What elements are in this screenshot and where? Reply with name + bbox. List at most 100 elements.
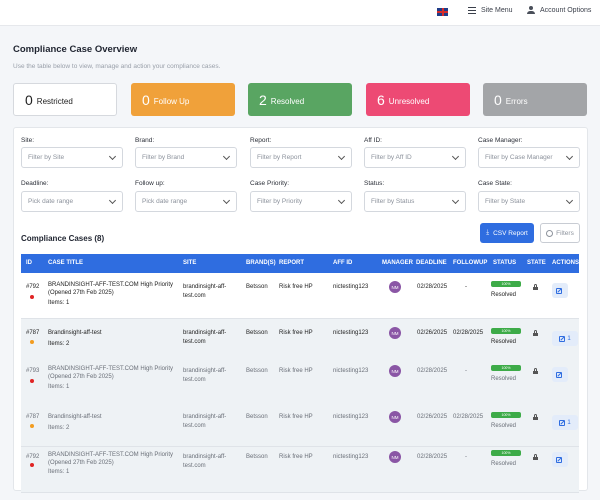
case-status: Resolved: [491, 292, 517, 298]
case-brand: Betsson: [246, 454, 268, 460]
follow-up-date-picker[interactable]: Pick date range: [135, 191, 237, 212]
case-report: Risk free HP: [279, 454, 313, 460]
stat-follow-up[interactable]: 0 Follow Up: [131, 83, 235, 116]
stat-unresolved[interactable]: 6 Unresolved: [366, 83, 470, 116]
cases-title: Compliance Cases (8): [21, 234, 105, 243]
case-followup: 02/28/2025: [453, 330, 484, 336]
column-header-id[interactable]: ID: [26, 260, 32, 266]
case-brand: Betsson: [246, 368, 268, 374]
aff-id-filter-select[interactable]: Filter by Aff ID: [364, 147, 466, 168]
status-progress-bar: 100%: [491, 450, 521, 456]
column-header-aff-id[interactable]: AFF ID: [333, 260, 353, 266]
edit-icon: [556, 287, 562, 294]
table-row[interactable]: #787 Brandinsight-aff-test Items: 2 bran…: [21, 401, 579, 447]
chevron-down-icon: [222, 196, 231, 205]
edit-case-button[interactable]: 1: [552, 331, 578, 346]
case-followup: 02/28/2025: [453, 414, 484, 420]
edit-case-button[interactable]: [552, 452, 568, 467]
case-title[interactable]: BRANDINSIGHT-AFF-TEST.COM High Priority: [48, 366, 174, 372]
case-id: #792: [26, 284, 40, 290]
chevron-down-icon: [108, 196, 117, 205]
case-title[interactable]: BRANDINSIGHT-AFF-TEST.COM High Priority: [48, 452, 174, 458]
case-state-filter-select[interactable]: Filter by State: [478, 191, 580, 212]
column-header-status[interactable]: STATUS: [493, 260, 517, 266]
chevron-down-icon: [337, 152, 346, 161]
edit-icon: [556, 456, 562, 463]
case-followup: -: [465, 454, 467, 460]
stat-resolved[interactable]: 2 Resolved: [248, 83, 352, 116]
column-header-followup[interactable]: FOLLOWUP: [453, 260, 488, 266]
priority-dot: [30, 379, 34, 383]
column-header-deadline[interactable]: DEADLINE: [416, 260, 447, 266]
case-aff-id: nictesting123: [333, 454, 369, 460]
column-header-brands[interactable]: BRAND(S): [246, 260, 276, 266]
chevron-down-icon: [222, 152, 231, 161]
site-menu-button[interactable]: Site Menu: [468, 7, 513, 14]
status-filter-select[interactable]: Filter by Status: [364, 191, 466, 212]
edit-case-button[interactable]: [552, 283, 568, 298]
site-menu-label: Site Menu: [481, 7, 513, 14]
page-title: Compliance Case Overview: [13, 44, 138, 55]
case-site-line2: test.com: [183, 423, 206, 429]
select-placeholder: Filter by Case Manager: [485, 154, 553, 161]
uk-flag-icon[interactable]: [437, 8, 448, 16]
stat-value: 0: [25, 91, 33, 108]
edit-case-button[interactable]: 1: [552, 415, 578, 430]
manager-avatar: NM: [389, 411, 401, 423]
stat-errors[interactable]: 0 Errors: [483, 83, 587, 116]
status-progress-bar: 100%: [491, 328, 521, 334]
case-site: brandinsight-aff-: [183, 284, 227, 290]
progress-fill: 100%: [491, 412, 521, 418]
case-title-opened: (Opened 27th Feb 2025): [48, 374, 114, 380]
chevron-down-icon: [108, 152, 117, 161]
column-header-state[interactable]: STATE: [527, 260, 546, 266]
case-report: Risk free HP: [279, 368, 313, 374]
case-aff-id: nictesting123: [333, 284, 369, 290]
select-placeholder: Pick date range: [28, 198, 74, 205]
case-followup: -: [465, 368, 467, 374]
case-status: Resolved: [491, 376, 517, 382]
stat-value: 6: [377, 91, 385, 108]
column-header-manager[interactable]: MANAGER: [382, 260, 413, 266]
case-title[interactable]: Brandinsight-aff-test: [48, 414, 102, 420]
priority-dot: [30, 295, 34, 299]
deadline-date-picker[interactable]: Pick date range: [21, 191, 123, 212]
case-brand: Betsson: [246, 284, 268, 290]
priority-filter-select[interactable]: Filter by Priority: [250, 191, 352, 212]
brand-filter-select[interactable]: Filter by Brand: [135, 147, 237, 168]
report-filter-select[interactable]: Filter by Report: [250, 147, 352, 168]
filters-button[interactable]: Filters: [540, 223, 580, 243]
column-header-report[interactable]: REPORT: [279, 260, 305, 266]
table-row[interactable]: #793 BRANDINSIGHT-AFF-TEST.COM High Prio…: [21, 357, 579, 403]
action-count: 1: [567, 419, 571, 426]
column-header-site[interactable]: SITE: [183, 260, 197, 266]
case-site-line2: test.com: [183, 463, 206, 469]
table-row[interactable]: #792 BRANDINSIGHT-AFF-TEST.COM High Prio…: [21, 447, 579, 493]
edit-case-button[interactable]: [552, 367, 568, 382]
lock-icon: [533, 330, 538, 336]
csv-report-button[interactable]: ⤓ CSV Report: [480, 223, 534, 243]
column-header-case-title[interactable]: CASE TITLE: [48, 260, 84, 266]
filter-label-priority: Case Priority:: [250, 180, 290, 187]
case-title[interactable]: BRANDINSIGHT-AFF-TEST.COM High Priority: [48, 282, 174, 288]
account-options-button[interactable]: Account Options: [527, 6, 591, 14]
case-items: Items: 1: [48, 384, 70, 390]
priority-dot: [30, 424, 34, 428]
column-header-actions[interactable]: ACTIONS: [552, 260, 579, 266]
table-row[interactable]: #792 BRANDINSIGHT-AFF-TEST.COM High Prio…: [21, 273, 579, 319]
priority-dot: [30, 463, 34, 467]
manager-avatar: NM: [389, 281, 401, 293]
stat-label: Unresolved: [388, 96, 430, 106]
site-filter-select[interactable]: Filter by Site: [21, 147, 123, 168]
case-items: Items: 1: [48, 300, 70, 306]
case-aff-id: nictesting123: [333, 414, 369, 420]
case-deadline: 02/28/2025: [417, 454, 448, 460]
case-manager-filter-select[interactable]: Filter by Case Manager: [478, 147, 580, 168]
status-progress-bar: 100%: [491, 412, 521, 418]
filter-label-site: Site:: [21, 137, 35, 144]
case-deadline: 02/28/2025: [417, 368, 448, 374]
stat-restricted[interactable]: 0 Restricted: [13, 83, 117, 116]
edit-icon: [559, 419, 566, 426]
case-title[interactable]: Brandinsight-aff-test: [48, 330, 102, 336]
select-placeholder: Filter by Priority: [257, 198, 303, 205]
